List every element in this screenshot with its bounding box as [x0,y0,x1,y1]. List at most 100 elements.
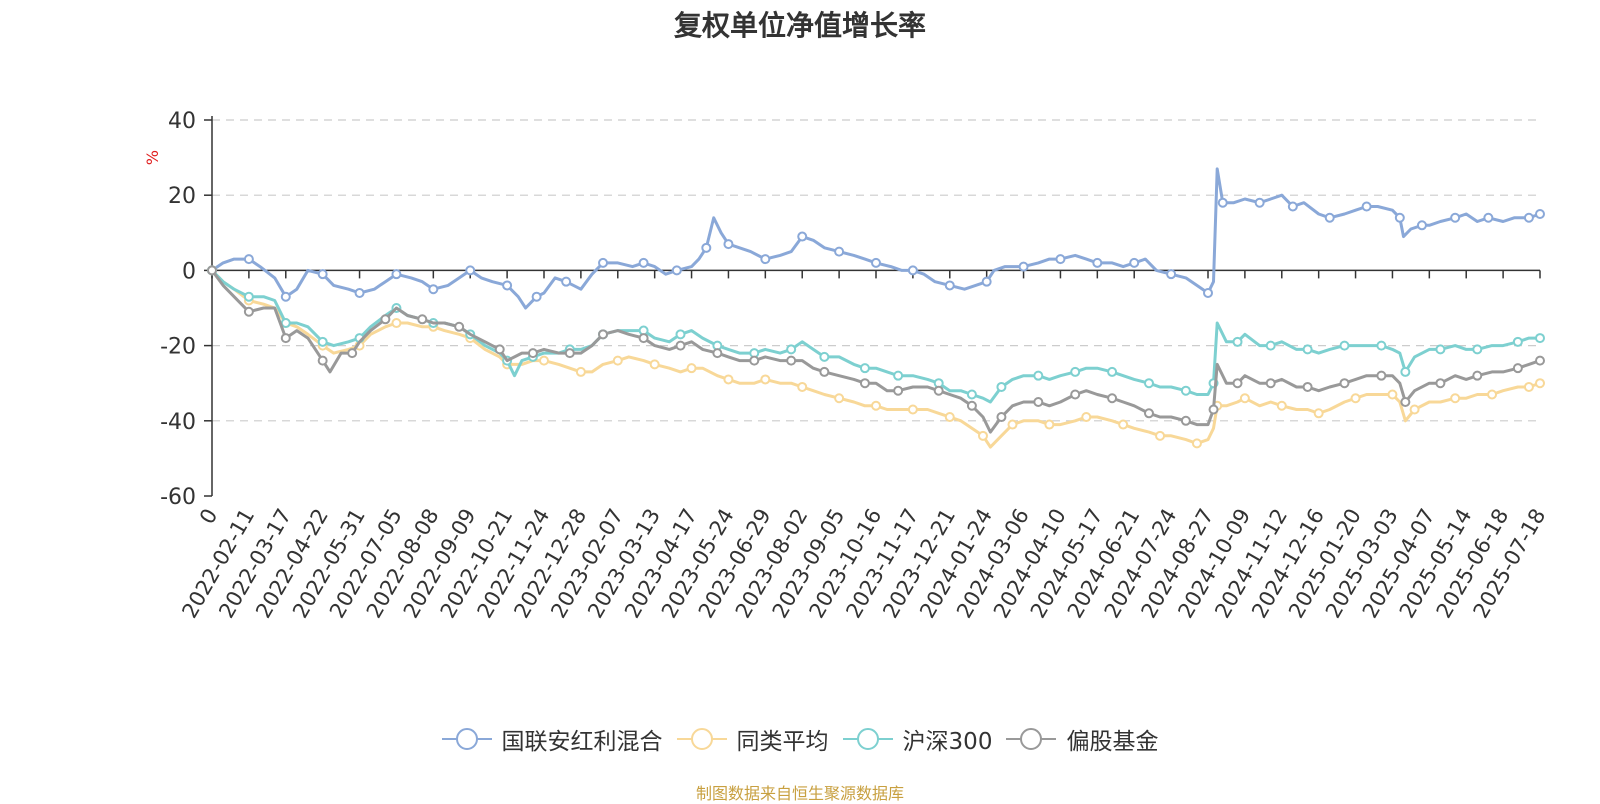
series-point-3 [1265,378,1276,389]
series-point-2 [1435,344,1446,355]
series-point-0 [465,265,476,276]
series-point-3 [417,314,428,325]
series-point-0 [1535,209,1545,219]
series-point-3 [1208,404,1219,415]
legend-label: 沪深300 [902,729,993,755]
series-point-1 [907,404,918,415]
series-point-2 [675,329,686,340]
series-point-1 [944,412,955,423]
series-point-3 [347,348,358,359]
series-point-0 [502,280,513,291]
series-point-0 [1324,212,1335,223]
chart-title: 复权单位净值增长率 [673,9,926,42]
series-point-3 [1033,397,1044,407]
y-tick-label: -40 [160,410,196,435]
series-point-0 [1129,257,1140,268]
series-point-1 [871,400,881,411]
series-point-1 [1044,419,1055,430]
series-point-0 [1450,212,1461,223]
series-point-3 [893,385,904,396]
series-point-3 [1376,370,1387,381]
legend-item-series-3[interactable]: 偏股基金 [1006,722,1158,756]
series-point-3 [317,355,328,366]
series-point-1 [612,355,623,366]
series-point-1 [977,430,988,441]
legend-label: 同类平均 [736,729,829,755]
chart-legend: 国联安红利混合 同类平均 沪深300 偏股基金 [0,722,1600,756]
series-point-1 [834,393,845,404]
series-point-1 [686,363,697,374]
series-point-1 [1450,393,1461,404]
series-point-0 [1217,197,1228,208]
legend-label: 偏股基金 [1066,729,1159,755]
series-point-0 [760,254,771,265]
series-point-1 [1118,419,1129,430]
series-point-1 [575,366,586,377]
series-point-3 [1435,378,1446,389]
y-tick-label: 40 [168,109,196,134]
series-point-2 [1400,366,1411,377]
series-point-2 [280,318,291,329]
series-point-0 [1166,269,1177,280]
series-point-1 [1239,393,1250,404]
series-point-3 [527,348,538,359]
series-point-2 [859,363,870,374]
x-tick-label: 0 [195,505,222,529]
series-point-1 [1313,408,1324,419]
series-point-1 [1350,393,1361,404]
series-point-3 [598,329,609,340]
series-point-0 [1018,261,1029,272]
series-point-3 [1400,397,1411,407]
series-point-0 [1203,287,1213,298]
series-point-1 [1081,412,1092,423]
series-point-2 [243,291,254,302]
series-point-0 [834,246,845,257]
series-point-0 [531,291,542,302]
series-point-1 [723,374,734,385]
series-point-3 [675,340,686,351]
series-point-2 [996,381,1007,392]
series-point-1 [1276,400,1287,411]
series-point-3 [638,333,649,344]
series-point-1 [1387,389,1398,400]
series-point-0 [1287,201,1298,212]
series-point-3 [819,366,830,377]
series-point-2 [1143,378,1154,389]
series-point-2 [966,389,977,400]
series-point-0 [354,287,365,298]
series-point-1 [1487,389,1498,400]
series-point-1 [1535,378,1545,389]
series-point-2 [1033,370,1044,381]
series-point-0 [317,269,328,280]
series-point-3 [494,344,505,355]
y-tick-label: 20 [168,184,196,209]
y-tick-label: -60 [160,485,196,510]
series-point-1 [1191,438,1202,449]
series-point-3 [1535,355,1545,366]
series-point-2 [1265,340,1276,351]
series-point-3 [454,321,465,332]
legend-item-series-1[interactable]: 同类平均 [676,722,829,756]
series-point-3 [966,400,977,411]
series-point-3 [380,314,391,325]
series-point-0 [1254,197,1265,208]
series-point-2 [893,370,904,381]
series-point-3 [1472,370,1483,381]
series-point-3 [933,385,944,396]
series-point-0 [1361,201,1372,212]
series-point-0 [1055,254,1066,265]
series-point-0 [701,242,712,253]
series-point-3 [712,348,723,359]
series-point-0 [944,280,955,291]
legend-item-series-0[interactable]: 国联安红利混合 [441,722,663,756]
series-point-0 [428,284,439,295]
series-point-3 [1302,381,1313,392]
series-point-2 [1180,385,1191,396]
legend-item-series-2[interactable]: 沪深300 [842,722,993,756]
series-point-1 [1523,381,1534,392]
series-point-2 [1302,344,1313,355]
series-point-1 [391,318,402,329]
series-point-0 [638,257,649,268]
series-line-0 [211,167,1541,310]
